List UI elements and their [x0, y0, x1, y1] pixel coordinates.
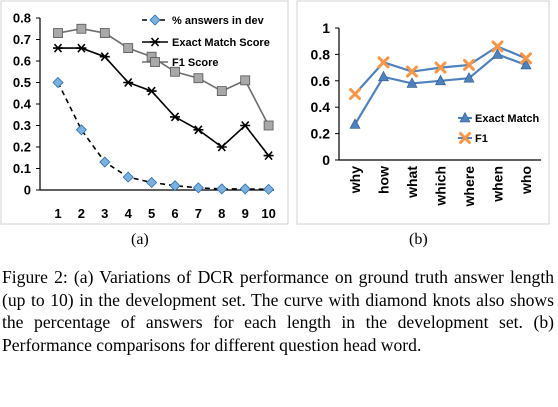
- chart-a-point-1: [146, 86, 157, 96]
- chart-b-point-0: [463, 72, 475, 83]
- chart-b: 0 0.2 0.4 0.6 0.8 1 why how what which where when w…: [296, 0, 550, 225]
- chart-b-point-0: [378, 70, 389, 82]
- chart-a-point-2: [216, 86, 227, 96]
- chart-a-legend-label-2: F1 Score: [172, 57, 218, 69]
- chart-a-point-1: [76, 43, 87, 53]
- chart-a-legend-marker-1: [150, 37, 160, 47]
- chart-a-y-tick-label: 0.3: [13, 118, 31, 133]
- chart-a-point-0: [75, 124, 87, 136]
- chart-a-point-1: [263, 151, 274, 161]
- chart-a-point-1: [170, 112, 180, 122]
- chart-a-point-1: [53, 43, 63, 53]
- chart-a-y-tick-label: 0.2: [13, 140, 31, 155]
- chart-a-y-tick-label: 0.1: [13, 161, 31, 176]
- chart-a-point-2: [240, 75, 251, 86]
- chart-a-x-tick-label: 8: [218, 206, 225, 221]
- chart-a-point-0: [216, 183, 228, 195]
- chart-b-y-tick-label: 0.8: [311, 46, 331, 62]
- chart-b-point-0: [492, 48, 503, 59]
- chart-a-point-0: [239, 183, 251, 195]
- chart-b-legend-marker-0: [459, 111, 471, 123]
- chart-b-x-tick-label: where: [461, 166, 477, 208]
- chart-b-point-1: [406, 65, 418, 78]
- chart-a-point-2: [170, 66, 180, 77]
- chart-b-point-1: [434, 61, 447, 74]
- chart-b-x-tick-label: who: [518, 166, 534, 195]
- chart-b-point-1: [349, 88, 361, 100]
- chart-a-point-2: [263, 120, 274, 131]
- chart-a-point-2: [53, 28, 63, 38]
- chart-a-point-2: [123, 43, 134, 53]
- chart-a-point-2: [76, 23, 87, 34]
- chart-a-y-tick-label: 0.5: [13, 75, 31, 90]
- figure: 00.10.20.30.40.50.60.70.8 1 2 3 4 5 6 7 8 9 10 % …: [0, 0, 550, 225]
- chart-a-point-2: [193, 73, 204, 84]
- chart-b-x-tick-label: what: [404, 166, 420, 199]
- chart-b-y-tick-label: 0.4: [311, 99, 331, 115]
- chart-a-point-0: [52, 76, 64, 89]
- chart-a-point-1: [240, 120, 251, 131]
- chart-a-point-0: [192, 182, 204, 194]
- chart-a-x-tick-label: 3: [101, 206, 108, 221]
- chart-a-legend-marker-2: [150, 57, 160, 67]
- chart-b-point-1: [377, 56, 390, 69]
- chart-a-point-0: [146, 176, 158, 189]
- chart-a-x-tick-label: 6: [171, 206, 178, 221]
- chart-a-series-line-2: [57, 27, 270, 126]
- chart-b-point-1: [520, 52, 532, 65]
- chart-b-point-0: [406, 77, 418, 88]
- chart-a-point-1: [216, 142, 227, 152]
- panel-label-a: (a): [131, 231, 149, 248]
- chart-b-y-tick-label: 0: [322, 152, 330, 168]
- chart-a-legend-label-0: % answers in dev: [172, 15, 265, 27]
- chart-a-series-line-0: [57, 82, 269, 191]
- chart-b-x-tick-label: which: [433, 166, 449, 207]
- chart-a-series-line-1: [58, 47, 270, 157]
- chart-a-frame: [0, 0, 289, 225]
- chart-a-point-0: [263, 183, 275, 195]
- chart-a-x-tick-label: 10: [261, 206, 275, 221]
- chart-a-point-1: [123, 77, 134, 88]
- chart-b-point-0: [520, 58, 532, 70]
- chart-a-x-tick-label: 2: [78, 206, 85, 221]
- chart-b-x-tick-label: why: [347, 166, 363, 194]
- chart-b-y-tick-label: 0.2: [311, 126, 331, 142]
- chart-a-x-tick-label: 9: [242, 206, 249, 221]
- chart-b-frame: [296, 0, 550, 225]
- chart-a-point-0: [169, 180, 181, 192]
- chart-b-point-1: [463, 58, 475, 71]
- chart-a-x-tick-label: 5: [148, 206, 155, 221]
- chart-a-x-tick-label: 7: [195, 206, 202, 221]
- chart-a-x-tick-label: 4: [125, 206, 133, 221]
- chart-b-point-0: [349, 118, 361, 129]
- chart-a-point-1: [99, 52, 110, 62]
- chart-b-point-1: [491, 40, 504, 53]
- chart-a-point-2: [99, 28, 110, 38]
- chart-a-y-tick-label: 0: [24, 183, 31, 198]
- chart-a-x-tick-label: 1: [54, 206, 61, 221]
- chart-b-legend-label-0: Exact Match: [475, 113, 539, 125]
- chart-a-point-1: [193, 125, 204, 135]
- chart-a-legend-label-1: Exact Match Score: [172, 37, 270, 49]
- chart-b-y-tick-label: 0.6: [311, 73, 331, 89]
- chart-a-y-tick-label: 0.6: [13, 54, 31, 69]
- figure-caption: Figure 2: (a) Variations of DCR performa…: [2, 267, 554, 355]
- chart-b-legend-marker-1: [459, 132, 471, 144]
- panel-label-b: (b): [409, 231, 428, 248]
- chart-b-legend-label-1: F1: [475, 133, 488, 145]
- chart-a-y-tick-label: 0.7: [13, 32, 31, 47]
- chart-a-legend-marker-0: [149, 14, 161, 26]
- chart-a-point-0: [122, 171, 134, 183]
- chart-a-point-0: [99, 156, 111, 168]
- chart-b-x-tick-label: how: [376, 166, 392, 194]
- chart-a-y-tick-label: 0.4: [13, 97, 32, 112]
- chart-a-y-tick-label: 0.8: [13, 11, 31, 26]
- chart-b-x-tick-label: when: [490, 166, 506, 203]
- chart-b-series-line-1: [354, 45, 527, 95]
- chart-a: 0 0.1 0.2 0.3 0.4 0.5 0.6 0.7 0.8 1 2 3 4 5 6 7 8 9 10 % …: [0, 0, 289, 225]
- chart-b-point-0: [435, 74, 446, 86]
- chart-b-y-tick-label: 1: [322, 20, 330, 36]
